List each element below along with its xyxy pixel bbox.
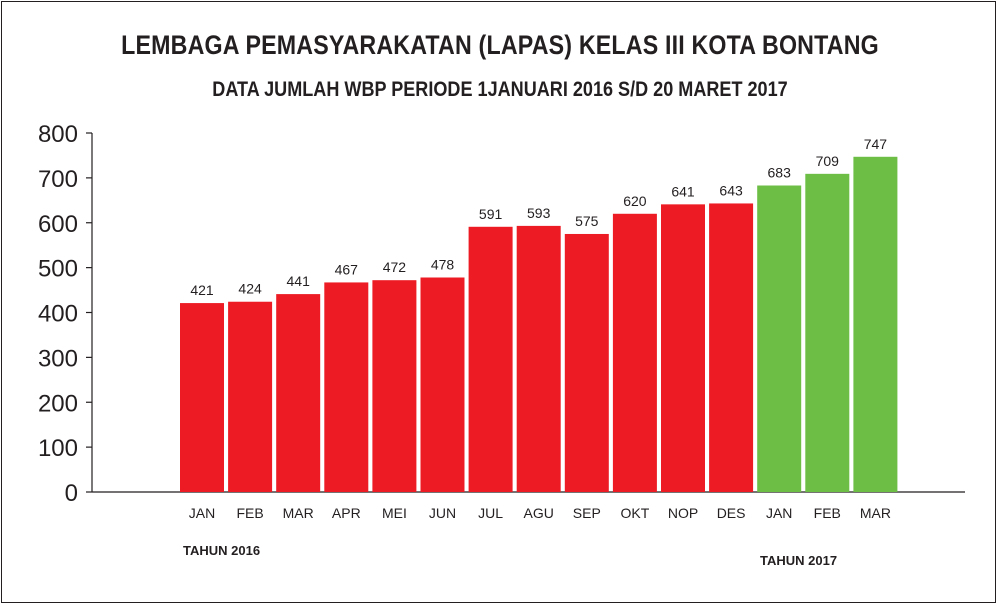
y-tick-label: 200	[38, 390, 78, 417]
y-tick-label: 300	[38, 345, 78, 372]
x-tick-label: FEB	[236, 505, 263, 521]
bar	[564, 233, 609, 492]
x-tick-label: JUL	[478, 505, 503, 521]
y-tick-label: 500	[38, 256, 78, 283]
x-tick-label: NOP	[668, 505, 698, 521]
bar-data-label: 478	[431, 256, 455, 272]
bar	[276, 294, 321, 492]
chart-title: LEMBAGA PEMASYARAKATAN (LAPAS) KELAS III…	[121, 30, 879, 60]
y-tick-label: 100	[38, 435, 78, 462]
bar-data-label: 591	[479, 206, 503, 222]
bar	[228, 301, 273, 492]
x-tick-label: DES	[717, 505, 746, 521]
year-label-2016: TAHUN 2016	[183, 543, 261, 558]
y-tick-label: 700	[38, 166, 78, 193]
bar	[516, 225, 561, 493]
bar	[661, 204, 705, 492]
y-tick-label: 800	[38, 121, 78, 148]
x-tick-label: FEB	[814, 505, 841, 521]
bar-data-label: 472	[383, 259, 407, 275]
bar	[612, 213, 657, 492]
bar-data-label: 575	[575, 213, 599, 229]
x-tick-label: SEP	[573, 505, 601, 521]
x-tick-label: JAN	[189, 505, 215, 521]
bar	[324, 282, 369, 492]
x-tick-label: MAR	[283, 505, 314, 521]
bar-data-label: 709	[816, 153, 840, 169]
chart-subtitle: DATA JUMLAH WBP PERIODE 1JANUARI 2016 S/…	[212, 78, 788, 101]
bar-data-label: 424	[238, 281, 262, 297]
bar	[757, 185, 802, 492]
bar-data-label: 641	[671, 183, 695, 199]
bar-data-label: 467	[335, 261, 359, 277]
x-tick-label: JAN	[766, 505, 792, 521]
bar-data-label: 421	[190, 282, 214, 298]
x-tick-label: AGU	[524, 505, 554, 521]
bar	[180, 303, 224, 492]
bar-data-label: 620	[623, 193, 647, 209]
bar	[372, 280, 417, 492]
bar	[853, 156, 898, 492]
x-tick-label: OKT	[621, 505, 650, 521]
y-tick-label: 600	[38, 211, 78, 238]
x-tick-label: MAR	[860, 505, 891, 521]
bar-data-label: 643	[719, 182, 743, 198]
bar	[420, 277, 465, 492]
bar	[805, 173, 850, 492]
bar-data-label: 683	[768, 165, 792, 181]
year-label-2017: TAHUN 2017	[760, 553, 838, 568]
x-tick-label: MEI	[382, 505, 407, 521]
x-tick-label: APR	[332, 505, 361, 521]
bar	[468, 226, 513, 492]
bar-data-label: 593	[527, 205, 551, 221]
y-tick-label: 0	[65, 480, 78, 507]
bar	[709, 203, 754, 493]
x-tick-label: JUN	[429, 505, 456, 521]
bar-data-label: 441	[287, 273, 311, 289]
bar-data-label: 747	[864, 136, 888, 152]
y-tick-label: 400	[38, 301, 78, 328]
